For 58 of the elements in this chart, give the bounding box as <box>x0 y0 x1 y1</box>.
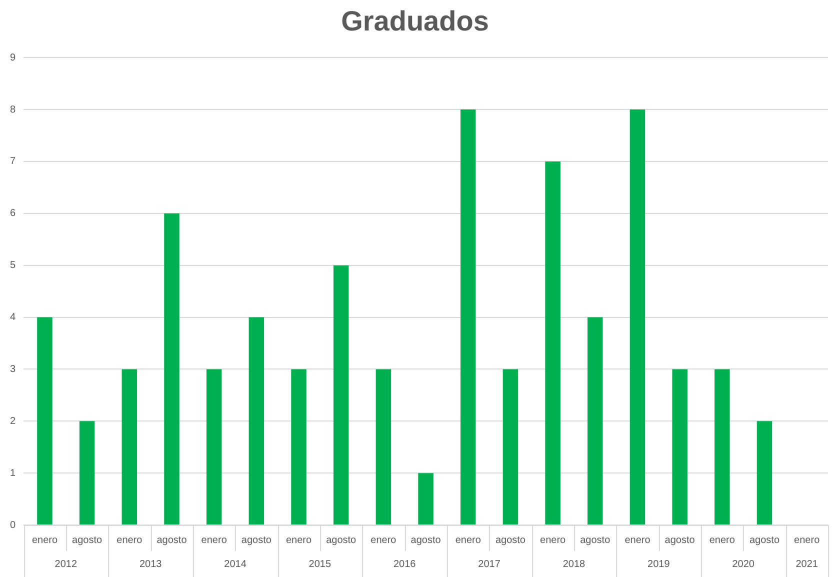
x-tick-label: agosto <box>156 534 188 546</box>
bar <box>418 473 434 524</box>
text: 2017 <box>478 558 501 570</box>
y-tick-label: 2 <box>10 416 16 427</box>
chart-title: Graduados <box>341 6 489 37</box>
y-tick-label: 9 <box>10 52 16 64</box>
y-tick-label: 3 <box>10 364 16 375</box>
x-tick-label: agosto <box>495 534 526 546</box>
text: 2016 <box>393 558 416 570</box>
text: 2013 <box>139 558 162 570</box>
x-tick-label: agosto <box>749 534 780 546</box>
bar <box>714 369 730 524</box>
bar <box>502 369 518 524</box>
x-tick-label: agosto <box>410 534 442 546</box>
text: 2012 <box>54 558 78 570</box>
x-tick-label: agosto <box>326 534 357 546</box>
y-tick-label: 8 <box>10 104 16 116</box>
bar <box>164 213 180 524</box>
y-tick-label: 5 <box>10 260 16 272</box>
bar <box>376 369 392 524</box>
y-tick-label: 1 <box>10 468 16 479</box>
bar <box>545 161 560 524</box>
x-tick-label: enero <box>540 534 566 546</box>
y-tick-label: 0 <box>10 520 16 531</box>
text: 2019 <box>648 558 670 570</box>
y-tick-label: 4 <box>10 312 16 324</box>
bar <box>672 369 688 524</box>
bar <box>756 421 772 524</box>
x-tick-label: enero <box>709 534 736 546</box>
text: 2014 <box>224 558 247 570</box>
bar <box>630 110 646 524</box>
x-tick-label: enero <box>116 534 143 546</box>
text: 2015 <box>308 558 332 570</box>
x-tick-label: enero <box>455 534 482 546</box>
bar <box>122 369 138 524</box>
x-tick-label: enero <box>370 534 397 546</box>
x-tick-label: enero <box>794 534 820 546</box>
x-tick-label: enero <box>286 534 312 546</box>
x-tick-label: agosto <box>241 534 272 546</box>
bar <box>588 317 603 524</box>
x-tick-label: agosto <box>72 534 103 546</box>
text: 2021 <box>796 558 818 570</box>
bar <box>79 421 95 524</box>
bar <box>248 317 264 524</box>
x-tick-label: enero <box>201 534 228 546</box>
y-tick-label: 6 <box>10 208 16 220</box>
x-tick-label: enero <box>624 534 651 546</box>
x-tick-label: agosto <box>580 534 611 546</box>
x-tick-label: enero <box>32 534 58 546</box>
y-tick-label: 7 <box>10 156 16 168</box>
text: 2020 <box>732 558 755 570</box>
x-tick-label: agosto <box>664 534 696 546</box>
bar <box>333 265 349 524</box>
text: 2018 <box>562 558 586 570</box>
bar <box>37 317 52 524</box>
bar <box>206 369 222 524</box>
bar <box>460 110 476 524</box>
bar <box>291 369 306 524</box>
